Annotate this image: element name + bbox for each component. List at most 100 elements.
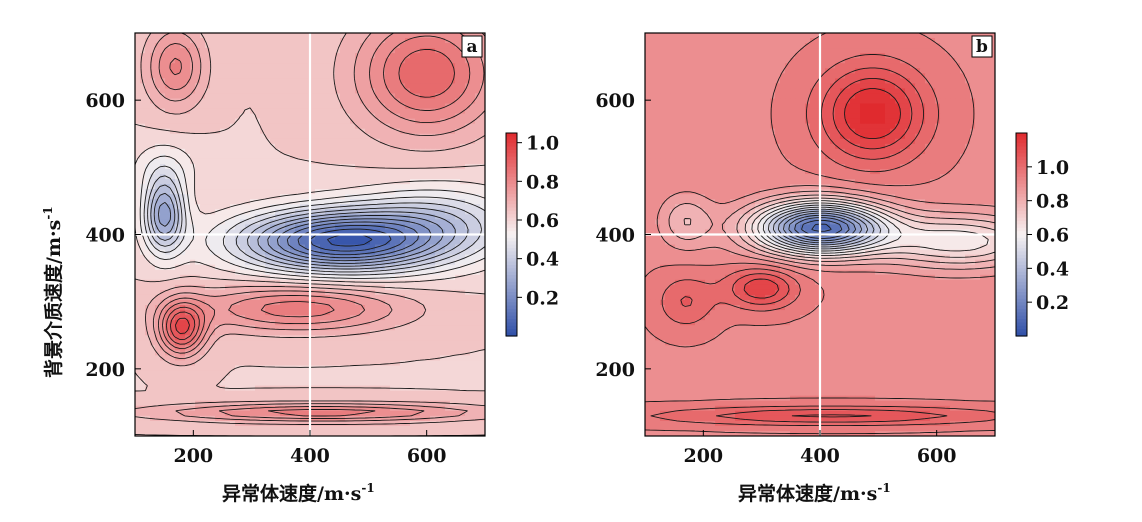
heatmap-cell — [195, 169, 201, 175]
heatmap-cell — [255, 194, 261, 200]
heatmap-cell — [170, 299, 176, 306]
heatmap-cell — [305, 194, 311, 200]
heatmap-cell — [295, 380, 301, 387]
heatmap-cell — [200, 375, 206, 382]
heatmap-cell — [355, 365, 361, 372]
heatmap-cell — [230, 279, 236, 286]
heatmap-cell — [420, 138, 426, 145]
heatmap-cell — [190, 93, 196, 100]
heatmap-cell — [255, 143, 261, 150]
heatmap-cell — [455, 123, 461, 130]
heatmap-cell — [425, 68, 431, 74]
heatmap-cell — [345, 73, 351, 79]
heatmap-cell — [390, 103, 396, 110]
heatmap-cell — [390, 169, 396, 175]
heatmap-cell — [195, 38, 201, 44]
heatmap-cell — [400, 68, 406, 74]
heatmap-cell — [365, 179, 371, 185]
heatmap-cell — [225, 269, 231, 276]
heatmap-cell — [475, 315, 481, 321]
heatmap-cell — [310, 93, 316, 100]
heatmap-cell — [275, 153, 281, 160]
heatmap-cell — [155, 214, 161, 220]
heatmap-cell — [280, 63, 286, 69]
heatmap-cell — [165, 48, 171, 54]
heatmap-cell — [415, 209, 421, 215]
heatmap-cell — [240, 209, 246, 215]
heatmap-cell — [470, 163, 476, 170]
heatmap-cell — [340, 259, 346, 266]
heatmap-cell — [160, 48, 166, 54]
heatmap-cell — [345, 229, 351, 236]
heatmap-cell — [155, 279, 161, 286]
heatmap-cell — [335, 330, 341, 336]
heatmap-cell — [465, 299, 471, 306]
heatmap-cell — [150, 380, 156, 387]
heatmap-cell — [280, 360, 286, 367]
heatmap-cell — [470, 219, 476, 226]
heatmap-cell — [360, 108, 366, 115]
heatmap-cell — [315, 315, 321, 321]
heatmap-cell — [375, 360, 381, 367]
heatmap-cell — [430, 244, 436, 251]
heatmap-cell — [235, 340, 241, 346]
heatmap-cell — [160, 239, 166, 246]
heatmap-cell — [400, 299, 406, 306]
heatmap-cell — [390, 174, 396, 180]
heatmap-cell — [155, 340, 161, 346]
heatmap-cell — [270, 299, 276, 306]
heatmap-cell — [425, 274, 431, 281]
heatmap-cell — [305, 335, 311, 341]
heatmap-cell — [150, 259, 156, 266]
heatmap-cell — [295, 118, 301, 125]
heatmap-cell — [235, 355, 241, 362]
heatmap-cell — [165, 108, 171, 115]
heatmap-cell — [445, 325, 451, 331]
heatmap-cell — [160, 385, 166, 392]
heatmap-cell — [165, 305, 171, 311]
heatmap-cell — [215, 330, 221, 336]
heatmap-cell — [350, 58, 356, 64]
heatmap-cell — [275, 179, 281, 185]
heatmap-cell — [345, 375, 351, 382]
heatmap-cell — [335, 138, 341, 145]
heatmap-cell — [325, 53, 331, 59]
heatmap-cell — [450, 269, 456, 276]
heatmap-cell — [440, 350, 446, 356]
heatmap-cell — [325, 345, 331, 351]
heatmap-cell — [315, 325, 321, 331]
heatmap-cell — [205, 234, 211, 241]
heatmap-cell — [145, 259, 151, 266]
heatmap-cell — [310, 118, 316, 125]
heatmap-cell — [320, 234, 326, 241]
heatmap-cell — [325, 48, 331, 54]
heatmap-cell — [475, 239, 481, 246]
heatmap-cell — [330, 284, 336, 291]
heatmap-cell — [355, 63, 361, 69]
heatmap-cell — [385, 254, 391, 261]
heatmap-cell — [170, 375, 176, 382]
heatmap-cell — [385, 88, 391, 95]
heatmap-cell — [225, 305, 231, 311]
heatmap-cell — [465, 63, 471, 69]
heatmap-cell — [195, 219, 201, 226]
heatmap-cell — [440, 204, 446, 210]
heatmap-cell — [465, 133, 471, 140]
heatmap-cell — [455, 244, 461, 251]
heatmap-cell — [205, 48, 211, 54]
heatmap-cell — [260, 345, 266, 351]
heatmap-cell — [290, 108, 296, 115]
heatmap-cell — [180, 98, 186, 105]
heatmap-cell — [155, 299, 161, 306]
heatmap-cell — [370, 138, 376, 145]
heatmap-cell — [275, 68, 281, 74]
heatmap-cell — [250, 194, 256, 200]
heatmap-cell — [395, 88, 401, 95]
heatmap-cell — [190, 169, 196, 175]
heatmap-cell — [290, 118, 296, 125]
heatmap-cell — [225, 43, 231, 49]
heatmap-cell — [245, 118, 251, 125]
heatmap-cell — [330, 305, 336, 311]
heatmap-cell — [410, 153, 416, 160]
heatmap-cell — [160, 380, 166, 387]
